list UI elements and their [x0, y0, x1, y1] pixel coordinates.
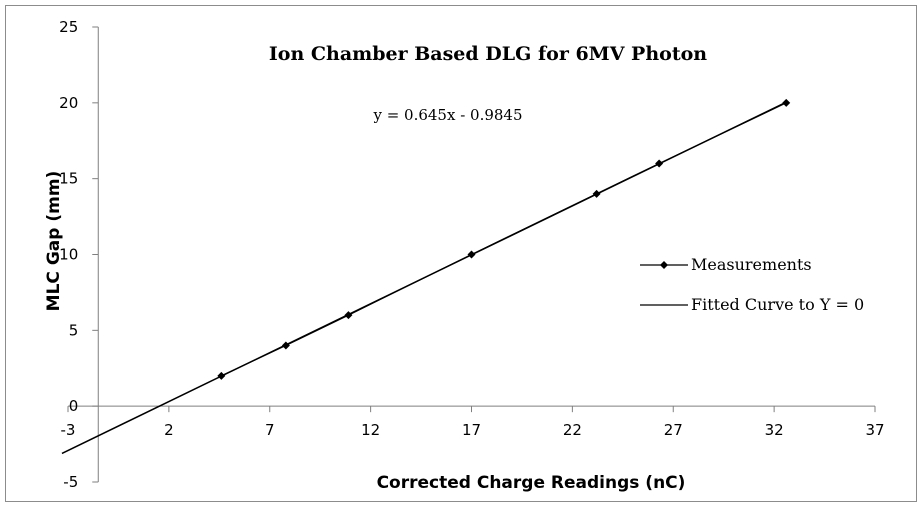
y-tick-label: 15: [59, 170, 78, 188]
x-tick-label: 12: [361, 421, 380, 439]
measurement-point: [782, 98, 791, 107]
measurement-point: [592, 189, 601, 198]
measurement-point: [281, 341, 290, 350]
chart-frame: [5, 5, 917, 502]
legend-measurements-label: Measurements: [691, 255, 812, 274]
measurement-point: [467, 250, 476, 259]
chart-title: Ion Chamber Based DLG for 6MV Photon: [269, 43, 707, 65]
measurement-point: [217, 371, 226, 380]
y-tick-label: 5: [69, 321, 79, 339]
y-tick-label: 20: [59, 94, 78, 112]
measurement-point: [344, 311, 353, 320]
measurement-point: [655, 159, 664, 168]
legend-fitted-label: Fitted Curve to Y = 0: [691, 295, 864, 314]
series-layer: [61, 98, 791, 455]
x-tick-label: 37: [865, 421, 884, 439]
y-tick-label: 25: [59, 18, 78, 36]
fit-equation-label: y = 0.645x - 0.9845: [372, 106, 522, 124]
y-tick-label: 0: [69, 397, 79, 415]
x-tick-label: 32: [765, 421, 784, 439]
x-tick-label: 7: [265, 421, 275, 439]
x-tick-label: -3: [61, 421, 76, 439]
legend-measurements-marker: [660, 261, 668, 269]
x-tick-label: 2: [164, 421, 174, 439]
x-tick-label: 17: [462, 421, 481, 439]
legend: Measurements Fitted Curve to Y = 0: [640, 255, 864, 314]
y-axis-label: MLC Gap (mm): [44, 171, 64, 312]
x-axis-label: Corrected Charge Readings (nC): [377, 473, 686, 493]
y-tick-label: 10: [59, 246, 78, 264]
x-tick-label: 27: [664, 421, 683, 439]
x-tick-label: 22: [563, 421, 582, 439]
y-tick-label: -5: [63, 473, 78, 491]
